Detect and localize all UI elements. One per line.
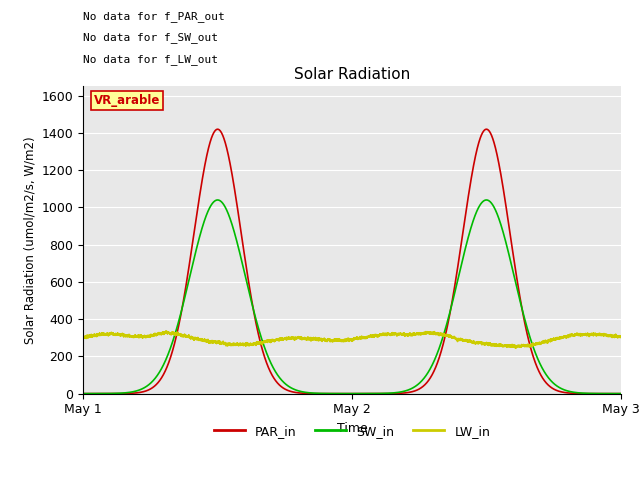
Text: No data for f_PAR_out: No data for f_PAR_out — [83, 11, 225, 22]
SW_in — [214, 197, 221, 203]
SW_in — [293, 388, 301, 394]
SW_in — [289, 386, 297, 392]
PAR_in — [106, 391, 114, 396]
LW_in — [162, 328, 170, 334]
SW_in — [220, 203, 228, 208]
LW_in — [293, 336, 301, 341]
SW_in — [119, 390, 127, 396]
LW_in — [79, 334, 87, 339]
LW_in — [106, 330, 114, 336]
LW_in — [289, 335, 297, 341]
Legend: PAR_in, SW_in, LW_in: PAR_in, SW_in, LW_in — [209, 420, 495, 443]
Title: Solar Radiation: Solar Radiation — [294, 68, 410, 83]
SW_in — [617, 391, 625, 396]
LW_in — [434, 331, 442, 337]
LW_in — [511, 345, 519, 351]
PAR_in — [79, 391, 87, 396]
Y-axis label: Solar Radiation (umol/m2/s, W/m2): Solar Radiation (umol/m2/s, W/m2) — [23, 136, 36, 344]
SW_in — [106, 391, 114, 396]
LW_in — [617, 334, 625, 340]
PAR_in — [617, 391, 625, 396]
Text: No data for f_LW_out: No data for f_LW_out — [83, 54, 218, 65]
PAR_in — [220, 137, 228, 143]
LW_in — [220, 340, 228, 346]
PAR_in — [293, 390, 301, 396]
PAR_in — [119, 391, 127, 396]
X-axis label: Time: Time — [337, 422, 367, 435]
LW_in — [119, 331, 127, 336]
Line: LW_in: LW_in — [83, 331, 621, 348]
PAR_in — [289, 389, 297, 395]
SW_in — [434, 349, 442, 355]
Line: SW_in: SW_in — [83, 200, 621, 394]
Text: No data for f_SW_out: No data for f_SW_out — [83, 33, 218, 43]
Text: VR_arable: VR_arable — [94, 94, 161, 107]
PAR_in — [434, 359, 442, 365]
SW_in — [79, 391, 87, 396]
Line: PAR_in: PAR_in — [83, 129, 621, 394]
PAR_in — [214, 126, 221, 132]
